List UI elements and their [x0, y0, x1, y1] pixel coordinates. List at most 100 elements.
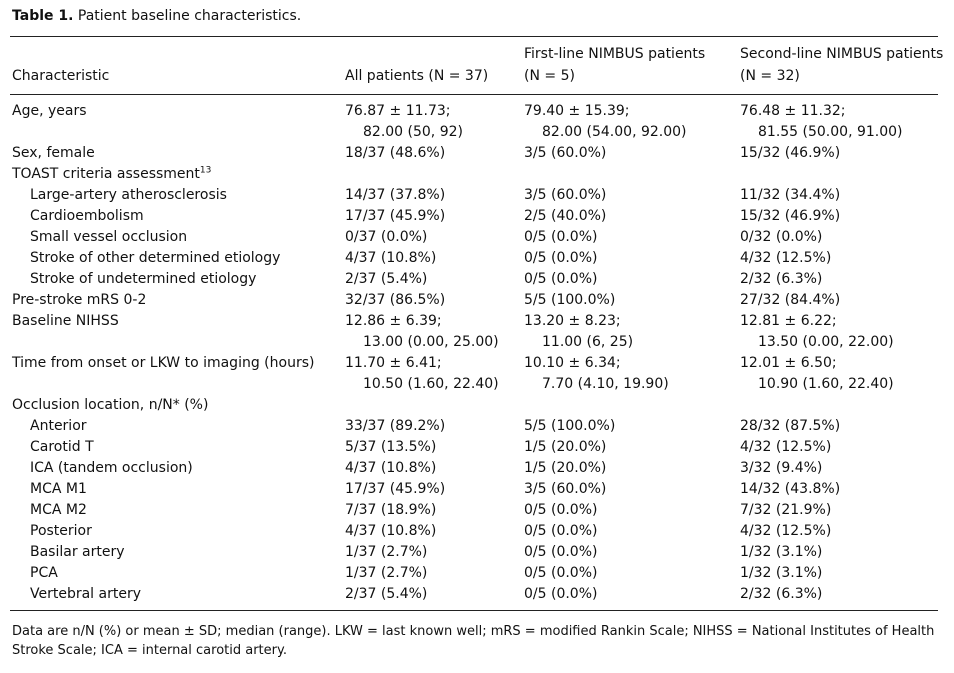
row-value: 81.55 (50.00, 91.00) — [758, 124, 903, 140]
header-rule — [10, 94, 938, 95]
row-value: 5/37 (13.5%) — [345, 439, 437, 455]
row-value: 3/5 (60.0%) — [524, 187, 607, 203]
row-value: 1/32 (3.1%) — [740, 565, 823, 581]
table-row: Large-artery atherosclerosis 14/37 (37.8%… — [0, 185, 954, 206]
row-label: Basilar artery — [30, 544, 125, 560]
row-value: 3/5 (60.0%) — [524, 481, 607, 497]
row-label: Baseline NIHSS — [12, 313, 119, 329]
row-value: 0/5 (0.0%) — [524, 502, 598, 518]
row-value: 1/37 (2.7%) — [345, 565, 428, 581]
row-value: 79.40 ± 15.39; — [524, 103, 630, 119]
row-value: 11.70 ± 6.41; — [345, 355, 442, 371]
row-value: 11/32 (34.4%) — [740, 187, 841, 203]
row-value: 10.90 (1.60, 22.40) — [758, 376, 894, 392]
row-label: Sex, female — [12, 145, 95, 161]
table-row: MCA M1 17/37 (45.9%) 3/5 (60.0%) 14/32 (43.… — [0, 479, 954, 500]
row-label: Pre-stroke mRS 0-2 — [12, 292, 147, 308]
row-value: 0/37 (0.0%) — [345, 229, 428, 245]
row-label: ICA (tandem occlusion) — [30, 460, 193, 476]
row-value: 1/5 (20.0%) — [524, 460, 607, 476]
table-row: Carotid T 5/37 (13.5%) 1/5 (20.0%) 4/32 (12… — [0, 437, 954, 458]
table-row: MCA M2 7/37 (18.9%) 0/5 (0.0%) 7/32 (21.9%) — [0, 500, 954, 521]
table-row: 10.50 (1.60, 22.40) 7.70 (4.10, 19.90) 10.… — [0, 374, 954, 395]
row-label: Time from onset or LKW to imaging (hours… — [12, 355, 315, 371]
row-value: 76.48 ± 11.32; — [740, 103, 846, 119]
row-value: 2/5 (40.0%) — [524, 208, 607, 224]
table-row: Stroke of other determined etiology 4/37 … — [0, 248, 954, 269]
row-label: Stroke of undetermined etiology — [30, 271, 257, 287]
row-value: 12.01 ± 6.50; — [740, 355, 837, 371]
row-value: 27/32 (84.4%) — [740, 292, 841, 308]
table-row: Sex, female 18/37 (48.6%) 3/5 (60.0%) 15/32… — [0, 143, 954, 164]
row-value: 7.70 (4.10, 19.90) — [542, 376, 669, 392]
row-value: 14/37 (37.8%) — [345, 187, 446, 203]
row-value: 0/5 (0.0%) — [524, 271, 598, 287]
row-value: 15/32 (46.9%) — [740, 208, 841, 224]
table-label: Table 1. — [12, 8, 74, 24]
row-label: PCA — [30, 565, 58, 581]
row-value: 82.00 (50, 92) — [363, 124, 463, 140]
row-value: 10.50 (1.60, 22.40) — [363, 376, 499, 392]
row-value: 0/5 (0.0%) — [524, 544, 598, 560]
row-label: Posterior — [30, 523, 92, 539]
table-row: Occlusion location, n/N* (%) — [0, 395, 954, 416]
row-value: 13.00 (0.00, 25.00) — [363, 334, 499, 350]
table-row: Posterior 4/37 (10.8%) 0/5 (0.0%) 4/32 (12.… — [0, 521, 954, 542]
row-value: 18/37 (48.6%) — [345, 145, 446, 161]
table-row: Anterior 33/37 (89.2%) 5/5 (100.0%) 28/32 (… — [0, 416, 954, 437]
header-first-line-n: (N = 5) — [524, 68, 575, 84]
row-label: Age, years — [12, 103, 87, 119]
row-value: 0/5 (0.0%) — [524, 250, 598, 266]
row-label: Vertebral artery — [30, 586, 142, 602]
row-value: 1/5 (20.0%) — [524, 439, 607, 455]
row-label: Small vessel occlusion — [30, 229, 188, 245]
row-value: 0/5 (0.0%) — [524, 523, 598, 539]
table-caption: Table 1. Patient baseline characteristic… — [12, 8, 301, 24]
row-value: 12.81 ± 6.22; — [740, 313, 837, 329]
row-value: 3/32 (9.4%) — [740, 460, 823, 476]
row-value: 17/37 (45.9%) — [345, 481, 446, 497]
table-row: Cardioembolism 17/37 (45.9%) 2/5 (40.0%) 15… — [0, 206, 954, 227]
row-value: 0/5 (0.0%) — [524, 229, 598, 245]
table-row: TOAST criteria assessment13 — [0, 164, 954, 185]
row-label: Cardioembolism — [30, 208, 144, 224]
row-value: 4/37 (10.8%) — [345, 523, 437, 539]
table-row: PCA 1/37 (2.7%) 0/5 (0.0%) 1/32 (3.1%) — [0, 563, 954, 584]
row-value: 4/37 (10.8%) — [345, 250, 437, 266]
table-row: Pre-stroke mRS 0-2 32/37 (86.5%) 5/5 (100.… — [0, 290, 954, 311]
row-value: 4/32 (12.5%) — [740, 250, 832, 266]
row-value: 12.86 ± 6.39; — [345, 313, 442, 329]
row-value: 2/32 (6.3%) — [740, 271, 823, 287]
top-rule — [10, 36, 938, 37]
row-label: Large-artery atherosclerosis — [30, 187, 227, 203]
row-value: 13.20 ± 8.23; — [524, 313, 621, 329]
row-value: 2/37 (5.4%) — [345, 586, 428, 602]
bottom-rule — [10, 610, 938, 611]
table-row: Age, years 76.87 ± 11.73; 79.40 ± 15.39; 76… — [0, 101, 954, 122]
row-value: 76.87 ± 11.73; — [345, 103, 451, 119]
row-value: 4/37 (10.8%) — [345, 460, 437, 476]
row-value: 5/5 (100.0%) — [524, 292, 616, 308]
row-value: 0/32 (0.0%) — [740, 229, 823, 245]
row-label: Carotid T — [30, 439, 94, 455]
row-value: 7/32 (21.9%) — [740, 502, 832, 518]
row-value: 82.00 (54.00, 92.00) — [542, 124, 687, 140]
row-value: 10.10 ± 6.34; — [524, 355, 621, 371]
header-first-line: First-line NIMBUS patients — [524, 46, 706, 62]
table-row: 82.00 (50, 92) 82.00 (54.00, 92.00) 81.55 … — [0, 122, 954, 143]
row-label: Anterior — [30, 418, 87, 434]
row-value: 28/32 (87.5%) — [740, 418, 841, 434]
row-label: Occlusion location, n/N* (%) — [12, 397, 209, 413]
row-value: 4/32 (12.5%) — [740, 439, 832, 455]
row-value: 14/32 (43.8%) — [740, 481, 841, 497]
row-value: 15/32 (46.9%) — [740, 145, 841, 161]
row-value: 33/37 (89.2%) — [345, 418, 446, 434]
row-value: 2/37 (5.4%) — [345, 271, 428, 287]
table-row: ICA (tandem occlusion) 4/37 (10.8%) 1/5 (2… — [0, 458, 954, 479]
row-value: 11.00 (6, 25) — [542, 334, 634, 350]
table-row: 13.00 (0.00, 25.00) 11.00 (6, 25) 13.50 (0… — [0, 332, 954, 353]
row-label: TOAST criteria assessment13 — [12, 165, 212, 182]
row-value: 0/5 (0.0%) — [524, 586, 598, 602]
row-value: 3/5 (60.0%) — [524, 145, 607, 161]
table-row: Baseline NIHSS 12.86 ± 6.39; 13.20 ± 8.23;… — [0, 311, 954, 332]
